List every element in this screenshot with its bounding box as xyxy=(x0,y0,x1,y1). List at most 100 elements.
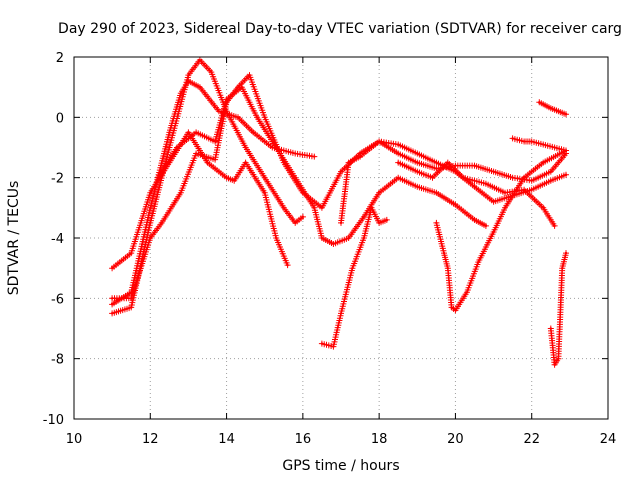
data-point xyxy=(339,312,343,315)
data-point xyxy=(244,161,247,164)
y-tick-label: -4 xyxy=(51,232,64,247)
data-point xyxy=(549,107,552,110)
data-point xyxy=(213,158,217,161)
data-point xyxy=(377,140,381,143)
data-point xyxy=(160,221,163,225)
data-point xyxy=(541,161,545,164)
data-point xyxy=(564,251,568,255)
data-point xyxy=(362,215,366,219)
series-track-3 xyxy=(109,129,291,272)
x-tick-label: 14 xyxy=(218,432,235,447)
y-tick-label: -2 xyxy=(51,172,64,187)
data-point xyxy=(549,179,552,182)
data-point xyxy=(271,146,274,149)
x-tick-label: 18 xyxy=(371,432,388,447)
data-point xyxy=(168,131,171,134)
series-track-5 xyxy=(154,84,489,247)
data-point xyxy=(351,266,354,270)
data-point xyxy=(263,176,266,179)
data-point xyxy=(332,345,335,348)
data-point xyxy=(130,251,133,255)
data-point xyxy=(511,176,514,179)
data-point xyxy=(530,188,533,191)
data-point xyxy=(511,137,514,140)
data-point xyxy=(149,191,152,194)
x-tick-label: 22 xyxy=(523,432,540,447)
data-point xyxy=(130,306,133,309)
data-point xyxy=(274,146,278,149)
data-point xyxy=(473,164,476,167)
data-point xyxy=(446,266,449,270)
data-point xyxy=(320,206,324,210)
x-tick-label: 20 xyxy=(447,432,464,447)
data-point xyxy=(210,70,213,74)
data-point xyxy=(370,206,373,210)
data-point xyxy=(454,309,457,312)
data-point xyxy=(377,221,381,225)
data-point xyxy=(362,236,366,240)
data-point xyxy=(465,291,469,294)
data-point xyxy=(236,85,240,89)
data-point xyxy=(564,113,568,116)
data-point xyxy=(435,167,438,170)
data-point xyxy=(236,116,240,119)
y-tick-label: 0 xyxy=(56,111,64,126)
series-track-10 xyxy=(509,135,569,154)
data-point xyxy=(530,179,533,182)
data-point xyxy=(149,236,152,240)
data-point xyxy=(397,152,400,155)
y-tick-label: -8 xyxy=(51,353,64,368)
y-tick-label: -6 xyxy=(51,292,64,307)
data-point xyxy=(484,224,488,228)
data-point xyxy=(313,206,316,210)
x-tick-label: 10 xyxy=(66,432,83,447)
data-point xyxy=(248,73,251,77)
data-point xyxy=(358,155,362,158)
data-point xyxy=(198,58,202,62)
data-point xyxy=(194,131,198,134)
data-point xyxy=(294,221,297,225)
data-point xyxy=(286,263,289,267)
data-point xyxy=(347,236,350,240)
data-point xyxy=(435,161,438,164)
data-point xyxy=(561,266,564,270)
data-point xyxy=(450,306,453,309)
data-point xyxy=(301,215,305,219)
series-group xyxy=(109,57,569,368)
data-point xyxy=(416,185,419,188)
data-point xyxy=(255,116,259,119)
data-point xyxy=(477,260,480,264)
data-point xyxy=(549,170,552,173)
data-point xyxy=(530,140,533,143)
data-point xyxy=(198,85,202,89)
data-point xyxy=(217,110,221,113)
data-point xyxy=(446,161,449,164)
data-point xyxy=(313,155,316,158)
data-point xyxy=(282,206,285,210)
data-point xyxy=(416,152,419,155)
data-point xyxy=(553,363,556,366)
data-point xyxy=(110,312,114,315)
data-point xyxy=(435,221,438,225)
data-point xyxy=(416,161,419,164)
y-axis-title: SDTVAR / TECUs xyxy=(6,181,22,296)
y-tick-label: -10 xyxy=(43,413,64,428)
tick-group xyxy=(73,56,609,420)
x-tick-label: 16 xyxy=(295,432,312,447)
data-point xyxy=(492,170,495,173)
data-point xyxy=(263,116,266,119)
data-point xyxy=(503,206,507,210)
data-point xyxy=(549,327,552,330)
x-axis-title: GPS time / hours xyxy=(282,458,399,474)
tick-label-group: 10 12 14 16 18 20 22 24 -10 -8 -6 -4 -2 0 2 xyxy=(43,51,617,447)
data-point xyxy=(461,176,465,179)
data-point xyxy=(332,242,335,246)
data-point xyxy=(564,173,568,176)
data-point xyxy=(156,176,160,179)
data-point xyxy=(541,143,545,146)
data-point xyxy=(110,266,114,270)
data-point xyxy=(252,131,255,134)
data-point xyxy=(385,218,388,222)
data-point xyxy=(557,357,560,360)
